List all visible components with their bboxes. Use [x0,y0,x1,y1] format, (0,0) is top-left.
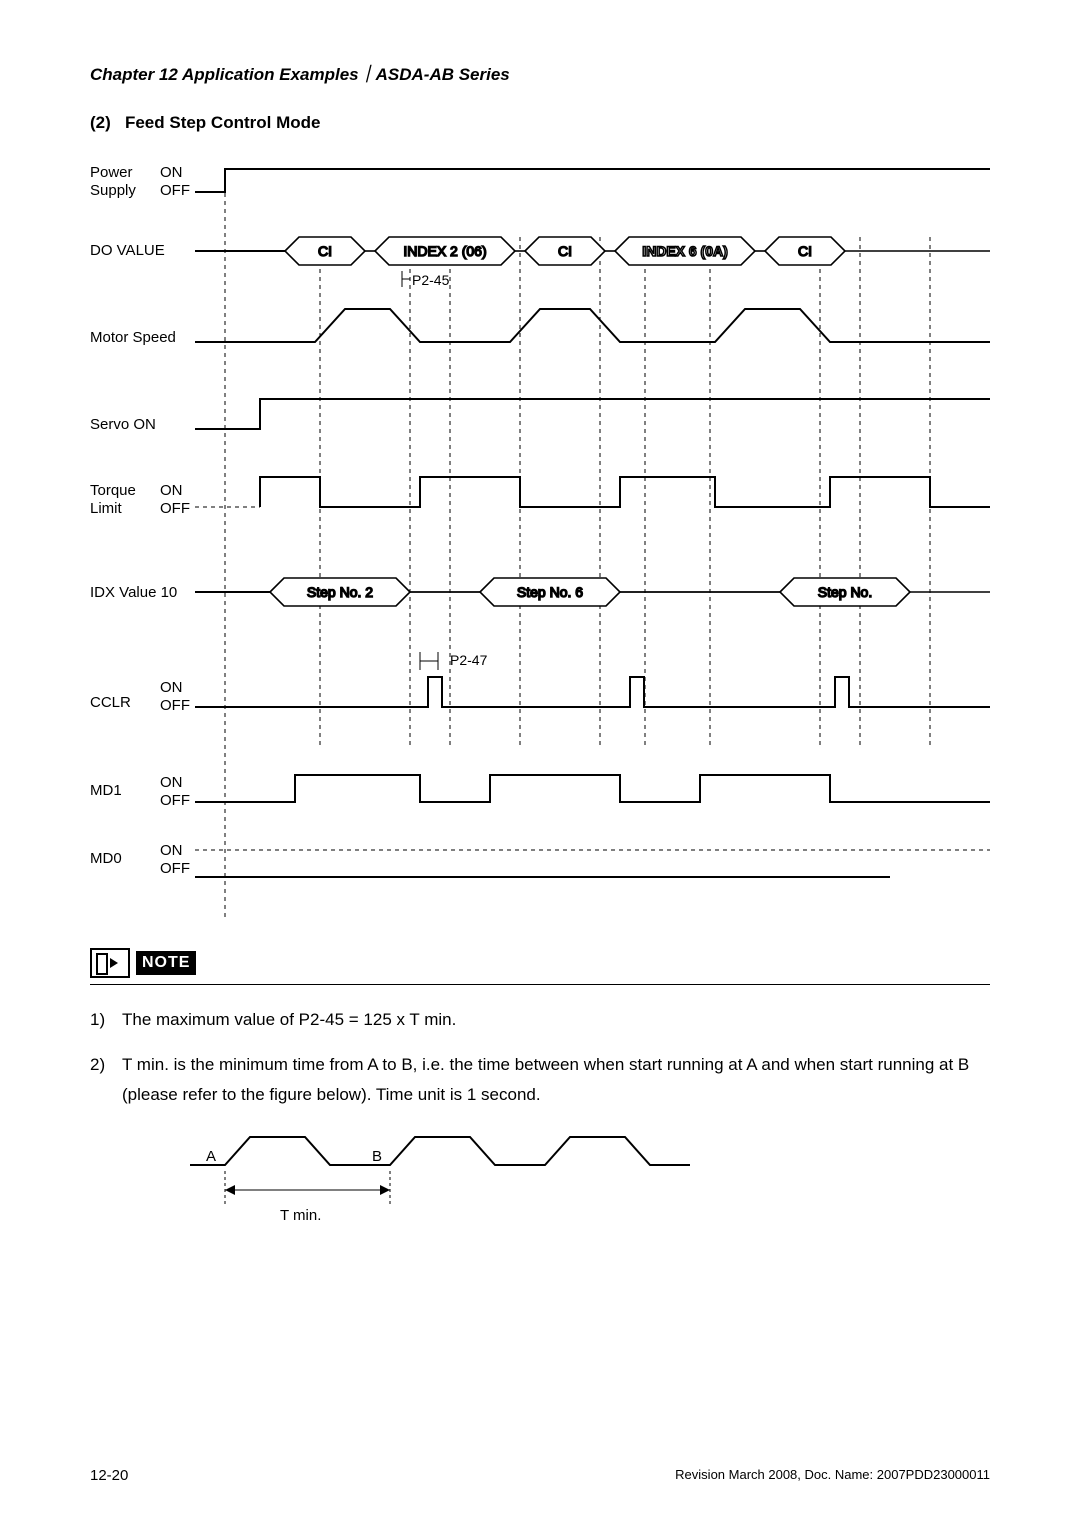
note-text-1: The maximum value of P2-45 = 125 x T min… [122,1005,456,1036]
torque-label1: Torque [90,482,136,499]
md1-off: OFF [160,792,190,809]
svg-text:CI: CI [798,243,812,259]
cclr-label: CCLR [90,694,131,711]
dovalue-label: DO VALUE [90,242,165,259]
footer-page: 12-20 [90,1467,128,1484]
md1-on: ON [160,774,183,791]
tmin-figure: A B T min. [150,1125,710,1235]
torque-on: ON [160,482,183,499]
note-item-2: 2) T min. is the minimum time from A to … [90,1050,990,1111]
section-heading: Feed Step Control Mode [125,113,321,132]
md0-on: ON [160,842,183,859]
cclr-on: ON [160,679,183,696]
note-text-2: T min. is the minimum time from A to B, … [122,1050,990,1111]
timing-diagram: Power Supply ON OFF DO VALUE CI INDEX 2 (… [90,147,990,917]
md0-label: MD0 [90,850,122,867]
svg-text:Step No.: Step No. [818,584,872,600]
page-footer: 12-20 Revision March 2008, Doc. Name: 20… [90,1467,990,1484]
section-title: (2) Feed Step Control Mode [90,113,990,133]
svg-text:CI: CI [318,243,332,259]
page-header: Chapter 12 Application Examples｜ASDA-AB … [90,60,990,85]
section-number: (2) [90,113,111,132]
torque-label2: Limit [90,500,123,517]
md0-off: OFF [160,860,190,877]
svg-text:CI: CI [558,243,572,259]
power-label2: Supply [90,182,136,199]
torque-off: OFF [160,500,190,517]
note-item-1: 1) The maximum value of P2-45 = 125 x T … [90,1005,990,1036]
servo-label: Servo ON [90,416,156,433]
cclr-off: OFF [160,697,190,714]
md1-label: MD1 [90,782,122,799]
motor-label: Motor Speed [90,329,176,346]
note-header: NOTE [90,948,990,985]
p247-label: P2-47 [450,652,488,668]
svg-text:INDEX 6 (0A): INDEX 6 (0A) [642,243,728,259]
mini-tmin: T min. [280,1207,321,1224]
note-label: NOTE [136,951,196,975]
p245-label: P2-45 [412,272,450,288]
svg-text:INDEX 2 (06): INDEX 2 (06) [403,243,486,259]
mini-B: B [372,1148,382,1165]
notes-list: 1) The maximum value of P2-45 = 125 x T … [90,1005,990,1111]
power-label1: Power [90,164,133,181]
power-off: OFF [160,182,190,199]
footer-revision: Revision March 2008, Doc. Name: 2007PDD2… [675,1467,990,1484]
idx-label: IDX Value 10 [90,584,177,601]
note-icon [90,948,130,978]
mini-A: A [206,1148,216,1165]
svg-text:Step No. 2: Step No. 2 [307,584,373,600]
power-on: ON [160,164,183,181]
svg-text:Step No. 6: Step No. 6 [517,584,583,600]
